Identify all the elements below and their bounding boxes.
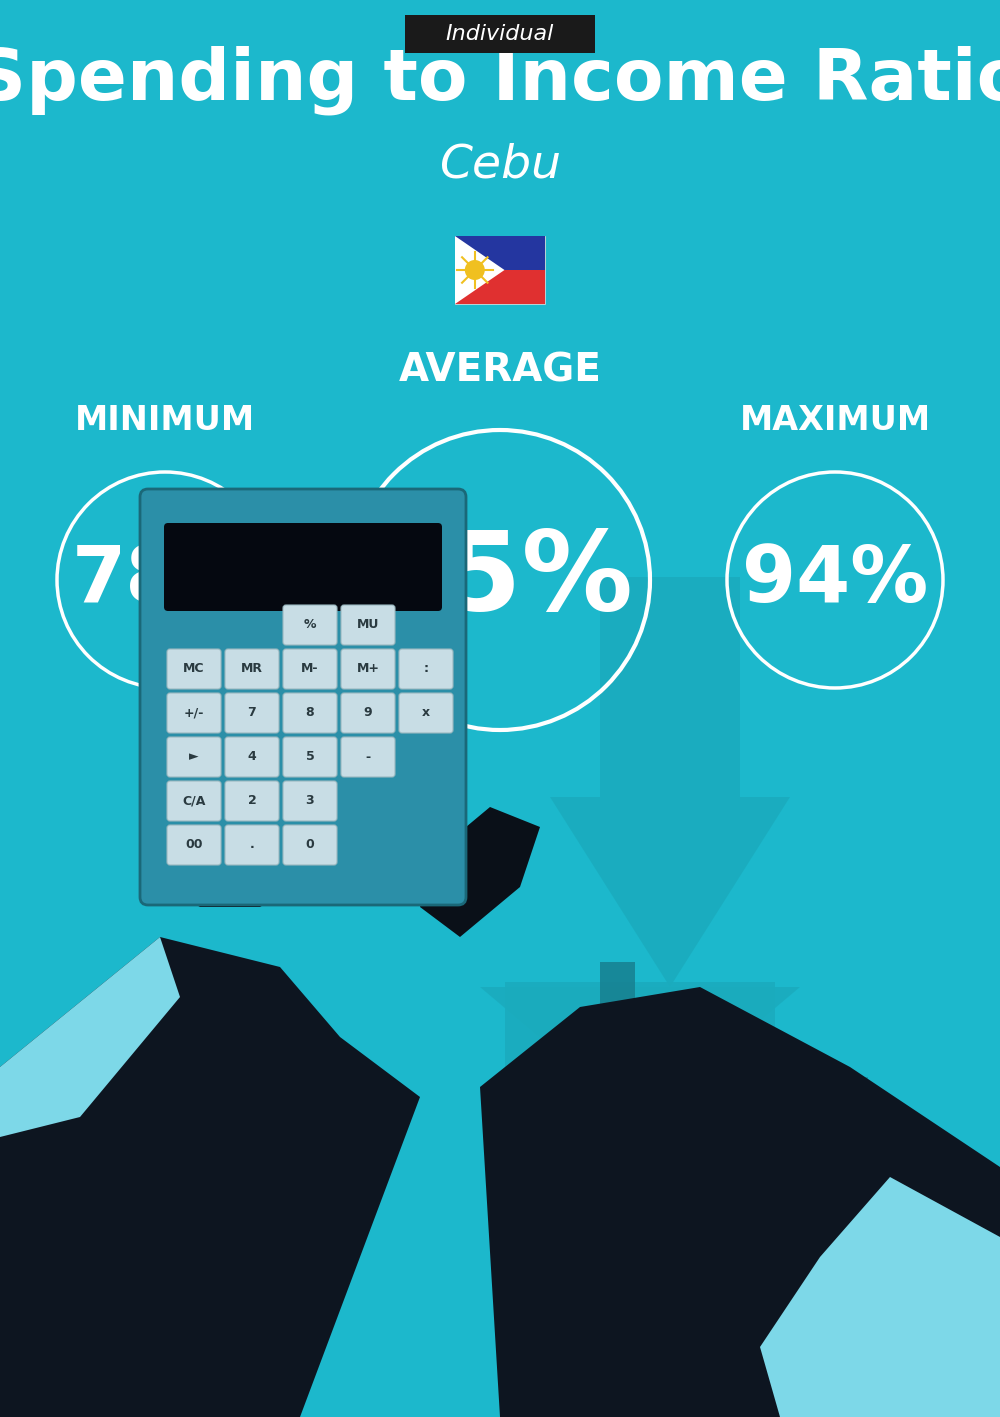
Text: C/A: C/A — [182, 795, 206, 808]
Text: -: - — [365, 751, 371, 764]
Ellipse shape — [775, 1097, 925, 1267]
Text: ►: ► — [189, 751, 199, 764]
FancyBboxPatch shape — [341, 693, 395, 733]
Text: MINIMUM: MINIMUM — [75, 404, 255, 436]
FancyBboxPatch shape — [283, 737, 337, 777]
Text: MU: MU — [357, 618, 379, 632]
Bar — [600, 962, 635, 1022]
FancyBboxPatch shape — [283, 825, 337, 864]
Text: Spending to Income Ratio: Spending to Income Ratio — [0, 45, 1000, 115]
Bar — [832, 1077, 868, 1102]
Polygon shape — [0, 937, 420, 1417]
FancyBboxPatch shape — [225, 825, 279, 864]
Polygon shape — [150, 808, 310, 907]
FancyBboxPatch shape — [225, 693, 279, 733]
Bar — [610, 1192, 765, 1221]
Text: 2: 2 — [248, 795, 256, 808]
FancyBboxPatch shape — [164, 523, 442, 611]
Text: MR: MR — [241, 663, 263, 676]
Text: 7: 7 — [248, 707, 256, 720]
Bar — [612, 1214, 763, 1221]
Ellipse shape — [690, 1090, 790, 1209]
Text: 94%: 94% — [742, 541, 928, 618]
Bar — [455, 271, 545, 305]
Text: M-: M- — [301, 663, 319, 676]
FancyBboxPatch shape — [140, 489, 466, 905]
FancyBboxPatch shape — [283, 649, 337, 689]
Polygon shape — [420, 808, 540, 937]
Text: Individual: Individual — [446, 24, 554, 44]
Polygon shape — [760, 1178, 1000, 1417]
FancyBboxPatch shape — [225, 649, 279, 689]
Text: 3: 3 — [306, 795, 314, 808]
Polygon shape — [480, 988, 1000, 1417]
FancyBboxPatch shape — [405, 16, 595, 52]
FancyBboxPatch shape — [341, 605, 395, 645]
Text: 8: 8 — [306, 707, 314, 720]
Text: 4: 4 — [248, 751, 256, 764]
FancyBboxPatch shape — [167, 649, 221, 689]
Text: 5: 5 — [306, 751, 314, 764]
Text: x: x — [422, 707, 430, 720]
Bar — [612, 1197, 763, 1204]
Text: Cebu: Cebu — [439, 143, 561, 187]
FancyBboxPatch shape — [399, 693, 453, 733]
FancyBboxPatch shape — [283, 693, 337, 733]
Bar — [455, 237, 545, 271]
Polygon shape — [455, 237, 505, 305]
Text: 85%: 85% — [367, 527, 633, 633]
Text: M+: M+ — [356, 663, 380, 676]
Text: AVERAGE: AVERAGE — [399, 351, 601, 390]
Bar — [505, 982, 775, 1217]
FancyBboxPatch shape — [225, 781, 279, 820]
FancyBboxPatch shape — [341, 649, 395, 689]
FancyBboxPatch shape — [399, 649, 453, 689]
Text: $: $ — [834, 1168, 866, 1213]
Polygon shape — [290, 777, 390, 887]
FancyBboxPatch shape — [283, 781, 337, 820]
Text: $: $ — [729, 1139, 751, 1169]
Bar — [612, 1206, 763, 1213]
FancyBboxPatch shape — [167, 737, 221, 777]
Text: MC: MC — [183, 663, 205, 676]
FancyBboxPatch shape — [455, 237, 545, 305]
Text: :: : — [424, 663, 428, 676]
Polygon shape — [550, 577, 790, 988]
Text: MAXIMUM: MAXIMUM — [739, 404, 931, 436]
FancyBboxPatch shape — [341, 737, 395, 777]
Text: +/-: +/- — [184, 707, 204, 720]
Bar — [602, 1102, 677, 1217]
Text: .: . — [250, 839, 254, 852]
Polygon shape — [480, 988, 800, 1122]
FancyBboxPatch shape — [167, 825, 221, 864]
FancyBboxPatch shape — [167, 781, 221, 820]
FancyBboxPatch shape — [225, 737, 279, 777]
FancyBboxPatch shape — [167, 693, 221, 733]
Polygon shape — [0, 937, 180, 1136]
Text: 9: 9 — [364, 707, 372, 720]
Text: 0: 0 — [306, 839, 314, 852]
Text: %: % — [304, 618, 316, 632]
Bar — [728, 1076, 752, 1094]
Circle shape — [465, 259, 485, 281]
Text: 00: 00 — [185, 839, 203, 852]
FancyBboxPatch shape — [283, 605, 337, 645]
Text: 78%: 78% — [72, 541, 258, 618]
